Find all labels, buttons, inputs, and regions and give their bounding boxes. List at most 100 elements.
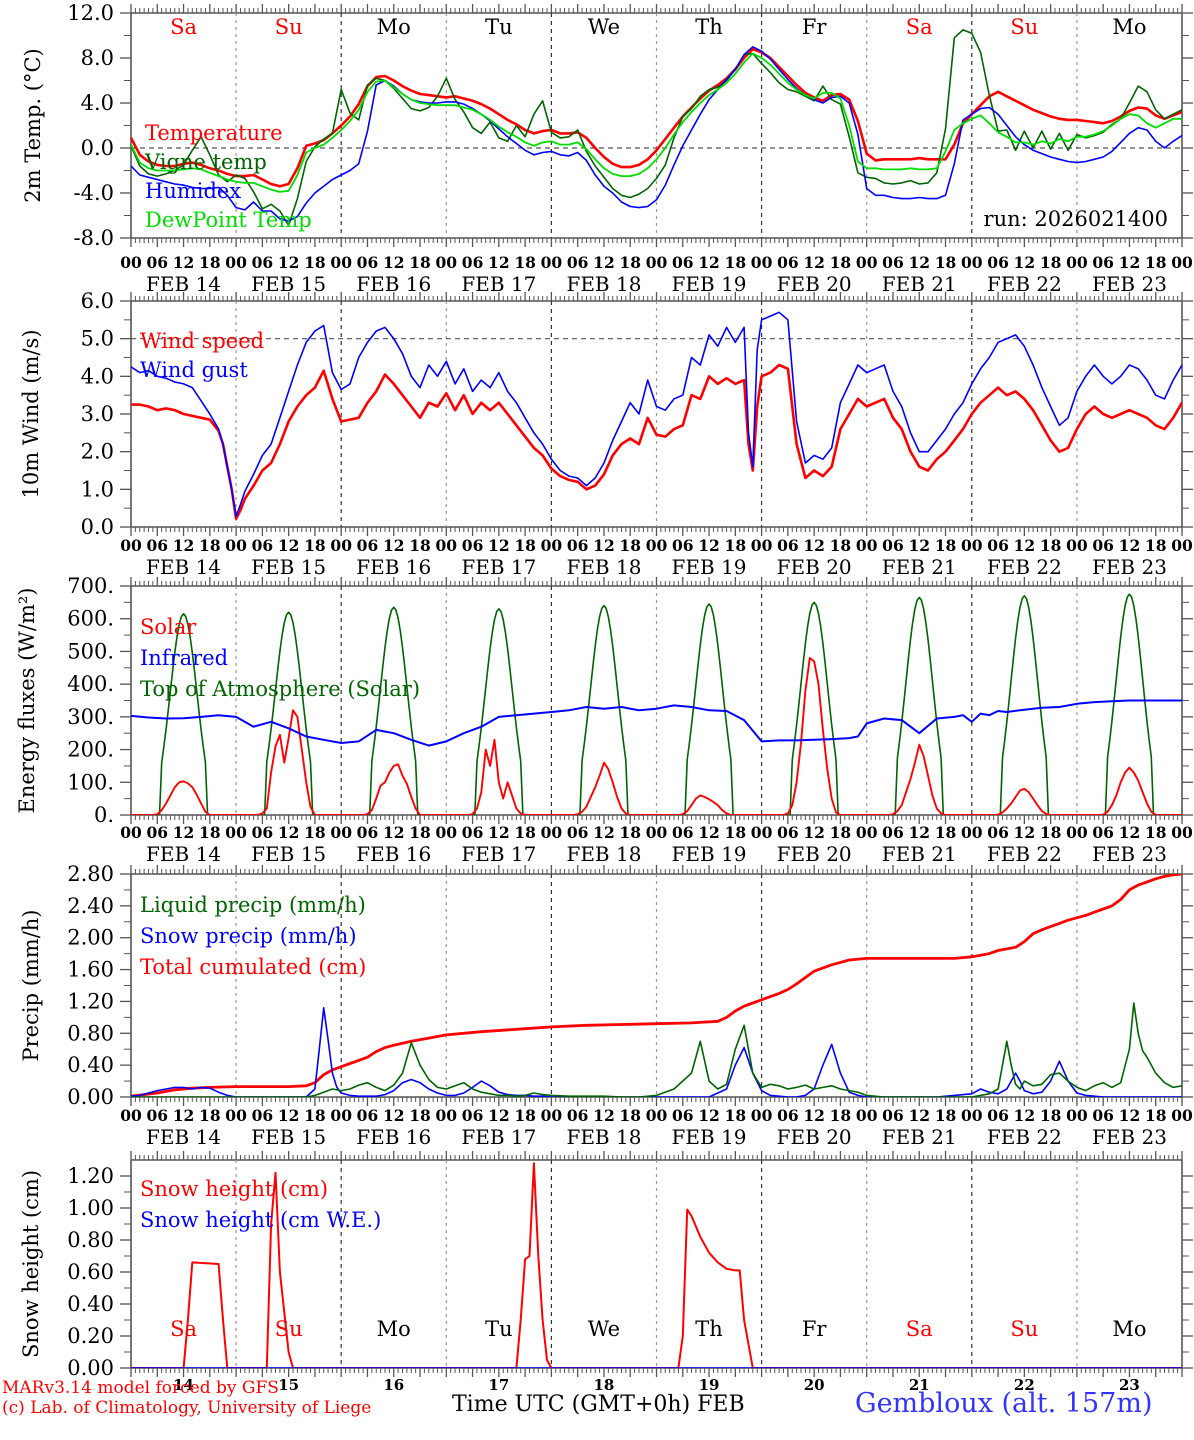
x-hour-label: 00 [120,536,142,555]
x-hour-label: 18 [935,253,957,272]
x-hour-label: 06 [1092,1106,1114,1125]
x-hour-label: 18 [935,1106,957,1125]
y-tick-label: 300. [67,705,114,729]
x-date-label: FEB 15 [251,842,326,866]
x-hour-label: 18 [1145,823,1167,842]
x-date-label: FEB 14 [146,555,221,579]
x-hour-label: 06 [357,253,379,272]
y-tick-label: 2.0 [81,440,114,464]
x-hour-label: 12 [278,1106,300,1125]
x-hour-label: 00 [330,1106,352,1125]
y-tick-label: 0. [94,803,114,827]
x-hour-label: 00 [751,823,773,842]
y-tick-label: 0.60 [67,1260,114,1284]
y-tick-label: 0.0 [81,136,114,160]
x-hour-label: 12 [173,536,195,555]
x-hour-label: 00 [541,823,563,842]
x-hour-label: 12 [1014,253,1036,272]
x-hour-label: 12 [383,1106,405,1125]
x-date-label: FEB 16 [356,842,431,866]
x-hour-label: 06 [462,536,484,555]
x-hour-label: 00 [120,253,142,272]
x-date-label: FEB 23 [1092,272,1167,296]
series-line [131,1162,1182,1368]
x-hour-label: 18 [1145,253,1167,272]
x-hour-label: 18 [514,823,536,842]
x-date-label: FEB 19 [672,842,747,866]
legend-entry: Snow height (cm) [140,1177,328,1201]
x-hour-label: 00 [856,253,878,272]
y-tick-label: 4.0 [81,91,114,115]
x-hour-label: 06 [462,823,484,842]
x-hour-label: 12 [593,1106,615,1125]
x-hour-label: 18 [1145,536,1167,555]
x-hour-label: 12 [698,253,720,272]
x-hour-label: 00 [1171,1106,1193,1125]
series-line [131,47,1182,188]
x-hour-label: 00 [436,536,458,555]
x-hour-label: 00 [1066,536,1088,555]
y-tick-label: 0.80 [67,1021,114,1045]
x-hour-label: 00 [961,823,983,842]
x-hour-label: 06 [672,823,694,842]
x-hour-label: 06 [987,253,1009,272]
x-date-label: FEB 18 [566,272,641,296]
x-hour-label: 12 [1014,536,1036,555]
y-tick-label: 0.00 [67,1085,114,1109]
x-hour-label: 06 [987,823,1009,842]
y-tick-label: 1.20 [67,989,114,1013]
x-hour-label: 00 [1066,1106,1088,1125]
x-hour-label: 18 [830,536,852,555]
x-date-label: FEB 17 [461,555,536,579]
x-hour-label: 06 [252,253,274,272]
x-hour-label: 18 [199,253,221,272]
weekday-label: We [588,15,620,39]
legend-entry: DewPoint Temp [145,208,312,232]
x-date-label: FEB 18 [566,1125,641,1149]
x-hour-label: 06 [777,536,799,555]
x-hour-label: 06 [146,253,168,272]
legend-entry: Total cumulated (cm) [140,955,366,979]
x-hour-label: 18 [304,1106,326,1125]
legend-entry: Wind speed [140,329,264,353]
x-hour-label: 06 [357,536,379,555]
x-hour-label: 00 [120,823,142,842]
x-hour-label: 00 [330,536,352,555]
x-hour-label: 00 [225,253,247,272]
x-hour-label: 06 [462,253,484,272]
x-date-label: FEB 19 [672,1125,747,1149]
y-tick-label: 4.0 [81,364,114,388]
x-hour-label: 18 [1040,253,1062,272]
x-hour-label: 06 [882,1106,904,1125]
x-hour-label: 12 [488,1106,510,1125]
x-hour-label: 06 [882,536,904,555]
x-hour-label: 12 [1014,823,1036,842]
x-date-label: FEB 14 [146,1125,221,1149]
x-hour-label: 06 [1092,823,1114,842]
x-hour-label: 12 [803,253,825,272]
x-hour-label: 18 [304,823,326,842]
x-hour-label: 12 [803,1106,825,1125]
x-hour-label: 12 [383,823,405,842]
weekday-label: Mo [377,1317,411,1341]
y-axis-title: Precip (mm/h) [19,909,43,1061]
x-hour-label: 12 [908,1106,930,1125]
x-hour-label: 12 [173,253,195,272]
x-hour-label: 00 [856,823,878,842]
x-hour-label: 00 [436,1106,458,1125]
x-hour-label: 18 [619,536,641,555]
x-date-label: FEB 14 [146,842,221,866]
weekday-label: Sa [170,1317,197,1341]
x-date-label: FEB 22 [987,842,1062,866]
model-credit-line2: (c) Lab. of Climatology, University of L… [2,1398,372,1418]
x-hour-label: 18 [619,823,641,842]
weekday-label: Su [275,1317,303,1341]
y-tick-label: 0.40 [67,1053,114,1077]
x-hour-label: 18 [725,1106,747,1125]
x-hour-label: 12 [488,253,510,272]
x-hour-label: 00 [961,253,983,272]
x-date-label: FEB 22 [987,272,1062,296]
y-tick-label: 200. [67,738,114,762]
